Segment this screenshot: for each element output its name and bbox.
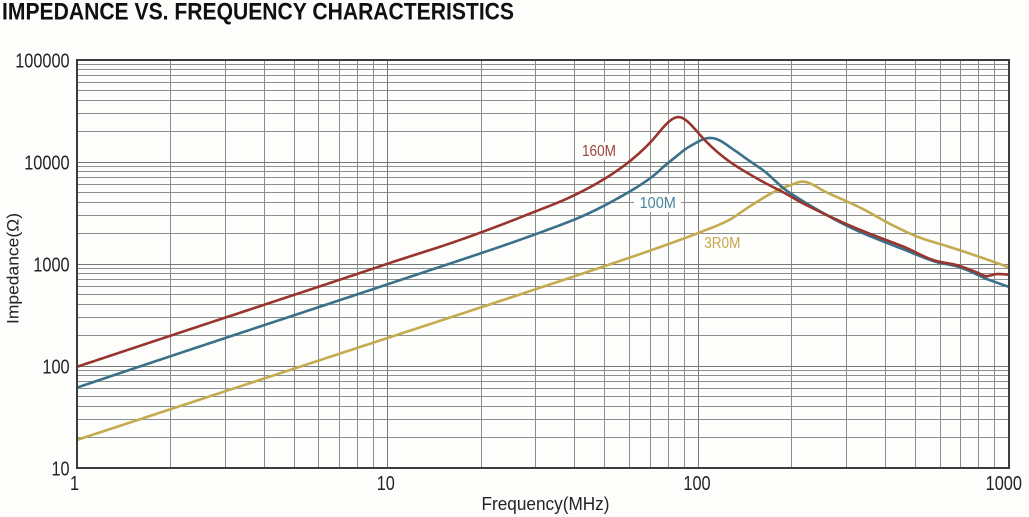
svg-text:3R0M: 3R0M — [704, 235, 740, 252]
svg-text:100: 100 — [42, 356, 69, 379]
svg-text:100: 100 — [683, 472, 710, 495]
svg-text:1: 1 — [70, 472, 79, 495]
svg-text:IMPEDANCE VS. FREQUENCY CHARAC: IMPEDANCE VS. FREQUENCY CHARACTERISTICS — [2, 0, 514, 25]
svg-text:Frequency(MHz): Frequency(MHz) — [482, 493, 610, 514]
svg-text:1000: 1000 — [33, 254, 69, 277]
svg-text:10: 10 — [52, 458, 70, 481]
svg-text:160M: 160M — [582, 143, 616, 160]
svg-text:10: 10 — [377, 472, 395, 495]
svg-text:Impedance(Ω): Impedance(Ω) — [4, 213, 23, 324]
svg-text:100000: 100000 — [15, 50, 69, 73]
svg-text:100M: 100M — [640, 195, 676, 212]
svg-text:1000: 1000 — [986, 472, 1022, 495]
svg-text:10000: 10000 — [24, 152, 69, 175]
